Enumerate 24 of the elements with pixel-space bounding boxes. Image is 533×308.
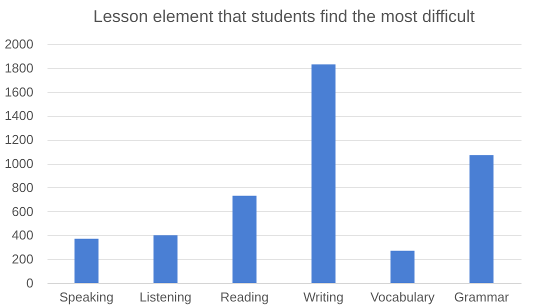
y-tick-label: 1800 xyxy=(4,60,34,76)
y-tick-label: 600 xyxy=(12,204,34,219)
x-tick-label: Reading xyxy=(220,290,269,304)
y-tick-label: 400 xyxy=(12,228,34,243)
chart-title: Lesson element that students find the most difficult xyxy=(93,7,476,26)
bar xyxy=(312,64,336,283)
x-tick-label: Writing xyxy=(303,290,344,304)
x-tick-label: Listening xyxy=(139,290,192,304)
bar xyxy=(470,155,494,283)
y-tick-label: 1400 xyxy=(4,108,34,124)
x-tick-label: Speaking xyxy=(59,290,114,304)
bar xyxy=(74,238,98,283)
y-tick-label: 1000 xyxy=(4,156,34,171)
bar xyxy=(390,250,414,283)
bar xyxy=(154,235,178,283)
y-tick-label: 2000 xyxy=(4,36,34,52)
y-tick-label: 200 xyxy=(12,252,34,267)
y-tick-label: 800 xyxy=(12,180,34,195)
y-tick-label: 0 xyxy=(26,276,34,290)
bar xyxy=(232,196,256,283)
y-tick-label: 1200 xyxy=(4,132,34,148)
x-tick-label: Grammar xyxy=(454,290,510,304)
y-tick-label: 1600 xyxy=(4,84,34,100)
x-tick-label: Vocabulary xyxy=(370,290,436,304)
